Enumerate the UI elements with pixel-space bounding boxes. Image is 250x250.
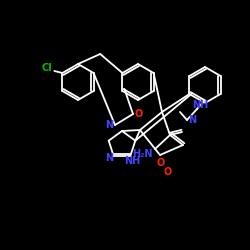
Text: NH: NH xyxy=(124,156,140,166)
Text: H₂N: H₂N xyxy=(132,149,152,159)
Text: O: O xyxy=(164,167,172,177)
Text: NH: NH xyxy=(192,100,208,110)
Text: Cl: Cl xyxy=(41,63,52,73)
Text: O: O xyxy=(135,109,143,119)
Text: O: O xyxy=(157,158,165,168)
Text: N: N xyxy=(105,120,113,130)
Text: N: N xyxy=(188,115,196,125)
Text: N: N xyxy=(105,153,113,163)
